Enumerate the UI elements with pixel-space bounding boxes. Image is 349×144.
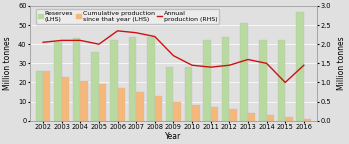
Bar <box>278 40 285 121</box>
Y-axis label: Million tonnes: Million tonnes <box>3 37 13 90</box>
Bar <box>203 40 211 121</box>
Bar <box>211 107 218 121</box>
Bar <box>43 71 51 121</box>
Bar <box>166 67 173 121</box>
Bar <box>259 40 267 121</box>
Bar <box>240 23 248 121</box>
Bar <box>304 119 311 121</box>
Bar <box>267 115 274 121</box>
Legend: Reserves
(LHS), Cumulative production
since that year (LHS), Annual
production (: Reserves (LHS), Cumulative production si… <box>36 9 220 24</box>
Bar <box>248 113 255 121</box>
Bar <box>62 77 69 121</box>
Bar <box>73 38 80 121</box>
Y-axis label: Million tonnes: Million tonnes <box>336 37 346 90</box>
Bar <box>192 105 200 121</box>
Bar <box>36 71 43 121</box>
Bar <box>155 96 162 121</box>
Bar <box>80 80 88 121</box>
Bar <box>54 42 62 121</box>
Bar <box>296 12 304 121</box>
Bar <box>229 109 237 121</box>
Bar <box>222 37 229 121</box>
Bar <box>91 52 99 121</box>
Bar <box>118 88 125 121</box>
Bar <box>147 37 155 121</box>
Bar <box>185 67 192 121</box>
X-axis label: Year: Year <box>165 131 181 141</box>
Bar <box>173 102 181 121</box>
Bar <box>99 84 106 121</box>
Bar <box>285 117 293 121</box>
Bar <box>129 37 136 121</box>
Bar <box>110 40 118 121</box>
Bar <box>136 92 144 121</box>
